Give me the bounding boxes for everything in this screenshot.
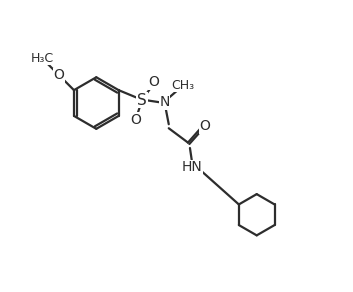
Text: N: N xyxy=(159,95,170,110)
Text: O: O xyxy=(54,68,65,82)
Text: S: S xyxy=(137,93,147,108)
Text: HN: HN xyxy=(182,161,203,175)
Text: CH₃: CH₃ xyxy=(171,79,194,92)
Text: O: O xyxy=(130,113,141,127)
Text: O: O xyxy=(200,119,211,133)
Text: H₃C: H₃C xyxy=(30,52,53,65)
Text: O: O xyxy=(149,75,160,89)
